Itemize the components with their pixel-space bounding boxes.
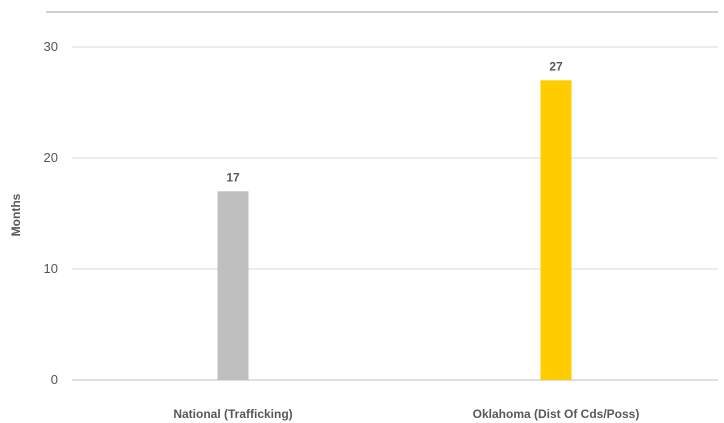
bar [217, 191, 249, 380]
y-axis-title: Months [9, 193, 23, 236]
y-tick-label: 10 [44, 261, 58, 276]
bar [540, 80, 572, 381]
y-axis-ticks: 0 10 20 30 [44, 39, 58, 387]
gridlines [72, 46, 718, 381]
category-label: Oklahoma (Dist Of Cds/Poss) [473, 407, 640, 421]
y-tick-label: 30 [44, 39, 58, 54]
y-tick-label: 0 [51, 372, 58, 387]
bars [217, 80, 572, 381]
category-labels: National (Trafficking) Oklahoma (Dist Of … [173, 407, 639, 421]
data-label: 17 [226, 170, 240, 184]
data-label: 27 [549, 59, 563, 73]
y-tick-label: 20 [44, 150, 58, 165]
category-label: National (Trafficking) [173, 407, 292, 421]
